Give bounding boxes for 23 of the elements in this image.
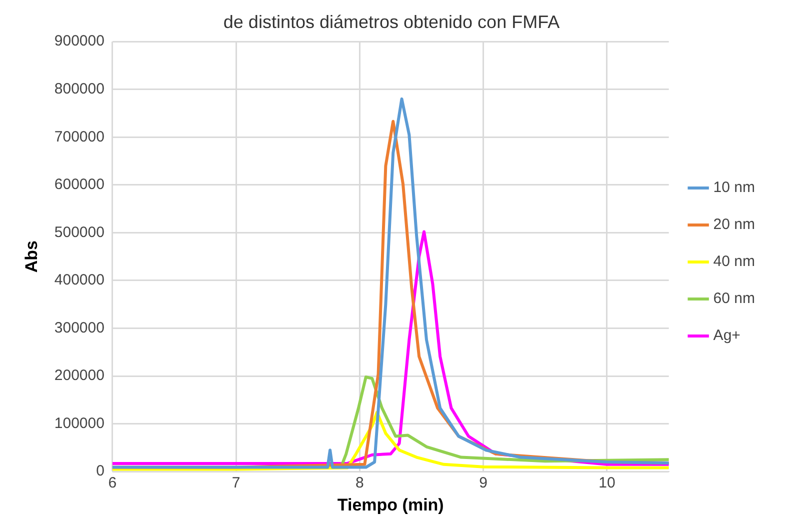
y-tick-label: 0 <box>96 462 104 480</box>
y-tick-label: 400000 <box>54 272 104 289</box>
x-tick-label: 6 <box>108 474 117 492</box>
y-tick-label: 700000 <box>54 128 104 146</box>
y-tick-label: 300000 <box>54 319 104 336</box>
legend-label: 20 nm <box>713 216 756 234</box>
y-tick-label: 500000 <box>54 224 104 241</box>
y-tick-label: 600000 <box>54 176 104 194</box>
legend-label: 60 nm <box>713 290 756 308</box>
y-tick-label: 900000 <box>54 32 104 50</box>
y-tick-label: 800000 <box>54 80 104 98</box>
y-axis-title: Abs <box>22 240 41 273</box>
legend-label: 40 nm <box>713 253 756 270</box>
y-tick-label: 100000 <box>54 414 104 432</box>
chart-title: de distintos diámetros obtenido con FMFA <box>223 12 560 32</box>
legend-label: 10 nm <box>713 179 756 196</box>
x-tick-label: 9 <box>479 474 488 492</box>
x-tick-label: 8 <box>356 474 364 492</box>
x-tick-label: 10 <box>598 474 616 492</box>
y-tick-label: 200000 <box>54 367 104 384</box>
x-tick-label: 7 <box>232 474 240 492</box>
x-axis-title: Tiempo (min) <box>337 495 444 514</box>
legend-label: Ag+ <box>713 327 741 344</box>
